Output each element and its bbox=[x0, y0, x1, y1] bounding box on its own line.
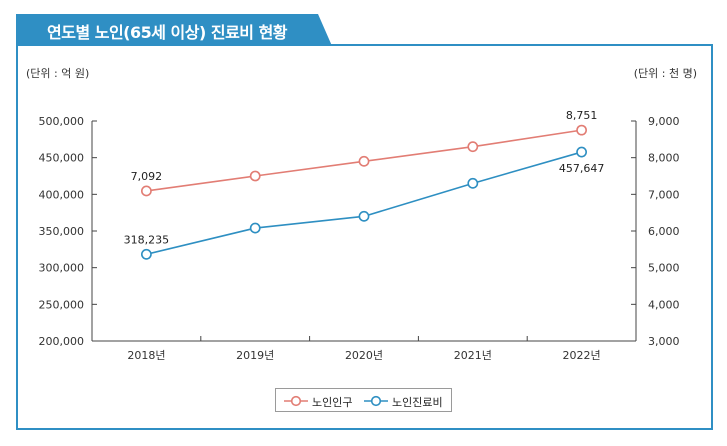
title-tab: 연도별 노인(65세 이상) 진료비 현황 bbox=[16, 14, 332, 46]
medical-cost-point bbox=[358, 210, 370, 222]
legend: 노인인구 노인진료비 bbox=[275, 388, 452, 412]
legend-label-population: 노인인구 bbox=[312, 396, 353, 409]
right-tick-label: 4,000 bbox=[648, 298, 680, 311]
x-tick-label: 2021년 bbox=[454, 349, 492, 362]
chart-title: 연도별 노인(65세 이상) 진료비 현황 bbox=[47, 23, 288, 42]
population-data-label: 8,751 bbox=[566, 109, 598, 122]
left-tick-label: 500,000 bbox=[39, 115, 85, 128]
left-tick-label: 250,000 bbox=[39, 298, 85, 311]
medical-cost-point bbox=[249, 222, 261, 234]
right-tick-label: 9,000 bbox=[648, 115, 680, 128]
right-tick-label: 8,000 bbox=[648, 152, 680, 165]
population-data-label: 7,092 bbox=[131, 170, 163, 183]
title-tab-shape bbox=[16, 14, 332, 46]
left-tick-label: 450,000 bbox=[39, 152, 85, 165]
medical-cost-line bbox=[146, 151, 582, 256]
x-tick-label: 2020년 bbox=[345, 349, 383, 362]
chart-frame bbox=[16, 44, 713, 430]
right-tick-label: 7,000 bbox=[648, 188, 680, 201]
medical-cost-data-label: 318,235 bbox=[124, 233, 170, 246]
medical-cost-point bbox=[140, 248, 152, 260]
legend-marker-population bbox=[284, 395, 308, 407]
left-tick-label: 350,000 bbox=[39, 225, 85, 238]
population-point bbox=[249, 170, 261, 182]
legend-label-medical-cost: 노인진료비 bbox=[392, 396, 443, 409]
x-tick-label: 2019년 bbox=[236, 349, 274, 362]
medical-cost-point bbox=[467, 177, 479, 189]
x-tick-label: 2022년 bbox=[563, 349, 601, 362]
left-axis-unit: (단위 : 억 원) bbox=[26, 67, 90, 80]
right-tick-label: 5,000 bbox=[648, 262, 680, 275]
right-axis-unit: (단위 : 천 명) bbox=[633, 67, 697, 80]
medical-cost-point bbox=[576, 146, 587, 158]
medical-cost-data-label: 457,647 bbox=[559, 162, 605, 175]
population-point bbox=[576, 124, 587, 136]
population-point bbox=[358, 155, 370, 167]
right-tick-label: 6,000 bbox=[648, 225, 680, 238]
left-tick-label: 400,000 bbox=[39, 188, 85, 201]
left-tick-label: 200,000 bbox=[39, 335, 85, 348]
x-tick-label: 2018년 bbox=[127, 349, 165, 362]
population-point bbox=[467, 141, 479, 153]
left-tick-label: 300,000 bbox=[39, 262, 85, 275]
population-point bbox=[140, 185, 152, 197]
legend-marker-medical-cost bbox=[364, 395, 388, 407]
right-tick-label: 3,000 bbox=[648, 335, 680, 348]
